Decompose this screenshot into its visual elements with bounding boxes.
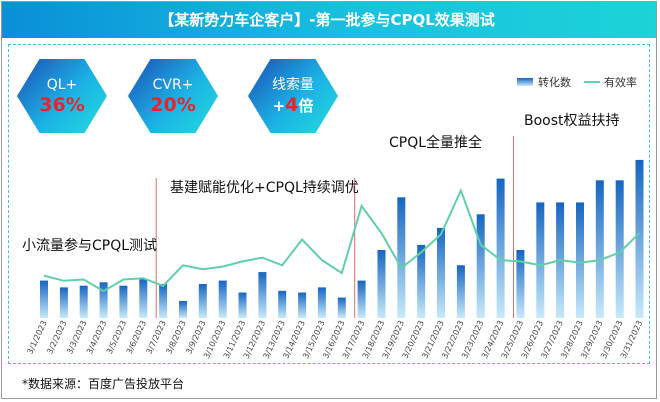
bar-3/29/2023 (595, 180, 604, 318)
bar-3/26/2023 (536, 202, 545, 318)
kpi-ql-value: 36% (39, 94, 85, 116)
bar-3/1/2023 (40, 280, 48, 318)
kpi-cvr-unit: % (176, 94, 196, 116)
bar-3/23/2023 (476, 214, 485, 318)
kpi-ql-label: QL+ (46, 77, 78, 93)
kpi-ql-unit: % (65, 94, 85, 116)
bar-3/31/2023 (635, 159, 644, 318)
bar-3/14/2023 (298, 292, 307, 318)
legend-bar-label: 转化数 (538, 75, 571, 89)
bar-3/15/2023 (317, 287, 326, 318)
bar-3/22/2023 (456, 265, 465, 318)
bar-3/25/2023 (516, 250, 525, 318)
kpi-leads-prefix: + (272, 96, 286, 115)
bar-3/5/2023 (119, 285, 128, 318)
kpi-leads-value: +4倍 (273, 94, 314, 117)
chart-panel (8, 44, 650, 364)
kpi-ql-hexagon: QL+ 36% (17, 59, 107, 133)
kpi-cvr-label: CVR+ (152, 77, 194, 93)
bar-3/3/2023 (79, 285, 88, 318)
kpi-cvr-number: 20 (150, 94, 177, 116)
data-source-note: *数据来源：百度广告投放平台 (22, 377, 185, 391)
bar-3/30/2023 (615, 180, 624, 318)
bar-3/17/2023 (357, 280, 366, 318)
legend-bar-swatch (517, 78, 533, 86)
effective-rate-line (43, 187, 641, 293)
bar-3/28/2023 (576, 202, 584, 318)
bar-3/6/2023 (139, 278, 148, 318)
annotation-infrastructure-optimization: 基建赋能优化+CPQL持续调优 (170, 179, 359, 196)
bar-3/20/2023 (417, 244, 426, 318)
bar-3/18/2023 (377, 250, 386, 318)
kpi-leads-label: 线索量 (272, 76, 314, 93)
kpi-ql-number: 36 (39, 94, 66, 116)
bar-3/8/2023 (179, 301, 187, 318)
kpi-leads-unit: 倍 (298, 96, 314, 115)
kpi-cvr-value: 20% (150, 94, 196, 116)
bar-3/19/2023 (397, 197, 406, 318)
bar-3/21/2023 (437, 227, 445, 318)
slide-title: 【某新势力车企客户】-第一批参与CPQL效果测试 (159, 11, 495, 29)
chart-legend: 转化数 有效率 (517, 75, 637, 89)
bar-3/24/2023 (496, 178, 505, 318)
title-banner (2, 2, 656, 38)
annotation-small-traffic-test: 小流量参与CPQL测试 (22, 237, 157, 254)
bar-3/2/2023 (59, 287, 68, 318)
bar-3/16/2023 (337, 297, 346, 318)
bar-3/10/2023 (218, 280, 227, 318)
bar-3/12/2023 (258, 272, 267, 318)
kpi-leads-number: 4 (285, 93, 299, 116)
bar-3/7/2023 (159, 284, 168, 318)
kpi-cvr-hexagon: CVR+ 20% (128, 59, 218, 133)
bar-3/4/2023 (99, 282, 108, 318)
bar-3/9/2023 (198, 284, 207, 318)
kpi-leads-hexagon: 线索量 +4倍 (248, 59, 338, 133)
legend-line-label: 有效率 (604, 75, 637, 89)
annotation-cpql-full-rollout: CPQL全量推全 (389, 134, 482, 151)
bar-3/13/2023 (278, 290, 287, 318)
bar-3/11/2023 (238, 292, 247, 318)
annotation-boost-support: Boost权益扶持 (524, 113, 620, 129)
